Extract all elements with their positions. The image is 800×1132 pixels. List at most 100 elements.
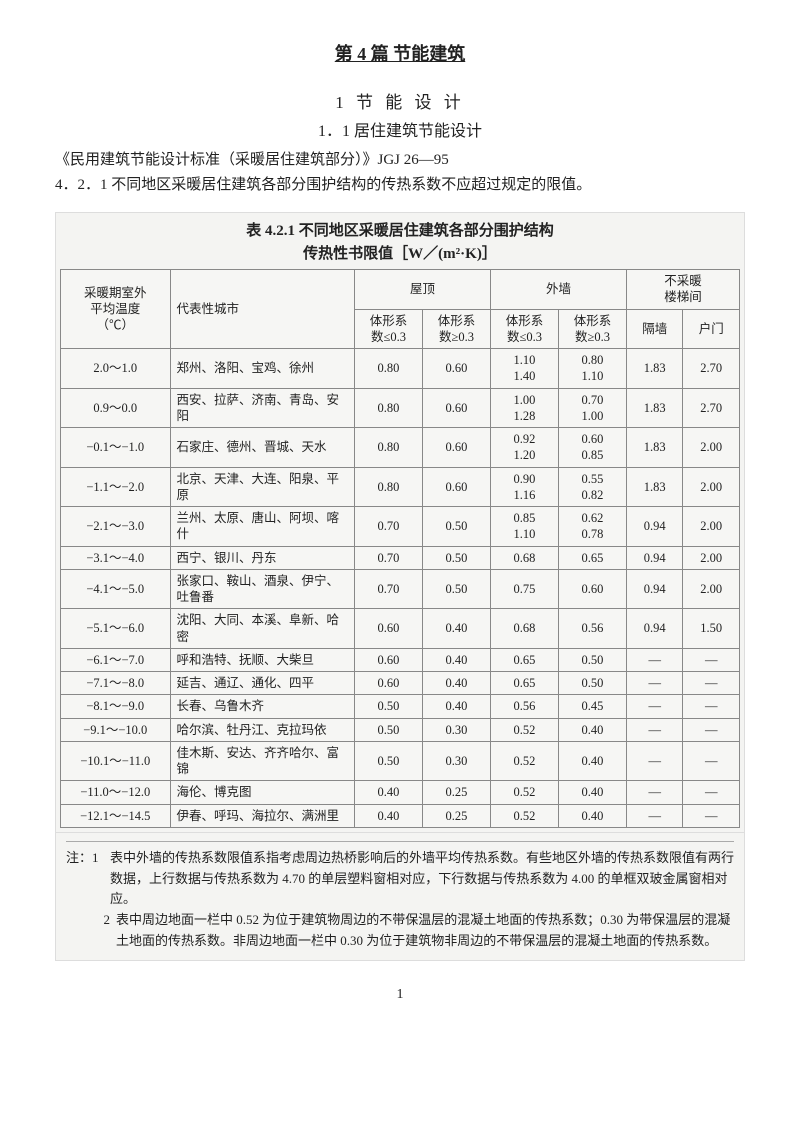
table-cell: −12.1～−14.5 — [61, 804, 171, 827]
table-title-line1: 表 4.2.1 不同地区采暖居住建筑各部分围护结构 — [60, 221, 740, 242]
table-cell: 2.00 — [683, 467, 740, 507]
table-cell: 兰州、太原、唐山、阿坝、喀什 — [170, 507, 354, 547]
table-cell: 2.70 — [683, 349, 740, 389]
table-cell: 0.80 — [354, 428, 422, 468]
table-cell: — — [683, 648, 740, 671]
table-cell: 0.50 — [558, 648, 626, 671]
table-cell: 1.50 — [683, 609, 740, 649]
note-label-2: 2 — [66, 910, 116, 952]
table-cell: 0.40 — [422, 695, 490, 718]
table-cell: 北京、天津、大连、阳泉、平原 — [170, 467, 354, 507]
table-cell: — — [683, 695, 740, 718]
table-cell: 1.83 — [626, 349, 682, 389]
table-cell: −0.1～−1.0 — [61, 428, 171, 468]
table-cell: 西宁、银川、丹东 — [170, 546, 354, 569]
table-cell: −4.1～−5.0 — [61, 569, 171, 609]
table-cell: 西安、拉萨、济南、青岛、安阳 — [170, 388, 354, 428]
table-cell: 0.60 — [422, 349, 490, 389]
table-cell: 0.94 — [626, 609, 682, 649]
table-cell: 0.50 — [422, 569, 490, 609]
table-cell: 0.60 — [422, 467, 490, 507]
table-cell: 0.40 — [422, 609, 490, 649]
table-cell: 郑州、洛阳、宝鸡、徐州 — [170, 349, 354, 389]
table-cell: 0.50 — [422, 507, 490, 547]
table-cell: 0.45 — [558, 695, 626, 718]
table-cell: 0.40 — [558, 781, 626, 804]
table-cell: 0.60 — [354, 609, 422, 649]
table-cell: 呼和浩特、抚顺、大柴旦 — [170, 648, 354, 671]
table-cell: 0.40 — [558, 718, 626, 741]
table-cell: — — [626, 804, 682, 827]
table-cell: 佳木斯、安达、齐齐哈尔、富锦 — [170, 741, 354, 781]
table-cell: 0.94 — [626, 507, 682, 547]
th-city: 代表性城市 — [170, 270, 354, 349]
table-cell: 1.00 1.28 — [490, 388, 558, 428]
table-row: −9.1～−10.0哈尔滨、牡丹江、克拉玛依0.500.300.520.40—— — [61, 718, 740, 741]
table-cell: 0.52 — [490, 741, 558, 781]
section-1-title: 1 节 能 设 计 — [55, 88, 745, 113]
table-cell: 0.80 — [354, 388, 422, 428]
table-cell: 0.60 — [354, 672, 422, 695]
table-cell: 0.60 — [354, 648, 422, 671]
table-row: 2.0～1.0郑州、洛阳、宝鸡、徐州0.800.601.10 1.400.80 … — [61, 349, 740, 389]
page-number: 1 — [55, 987, 745, 1003]
table-cell: 0.50 — [558, 672, 626, 695]
table-cell: 石家庄、德州、晋城、天水 — [170, 428, 354, 468]
table-cell: 1.83 — [626, 428, 682, 468]
table-cell: 海伦、博克图 — [170, 781, 354, 804]
section-1-1-title: 1．1 居住建筑节能设计 — [55, 117, 745, 141]
table-cell: — — [626, 695, 682, 718]
table-cell: −10.1～−11.0 — [61, 741, 171, 781]
table-cell: — — [626, 648, 682, 671]
table-cell: — — [626, 718, 682, 741]
table-cell: 0.65 — [490, 672, 558, 695]
table-cell: 0.25 — [422, 804, 490, 827]
table-cell: — — [683, 672, 740, 695]
table-cell: 1.83 — [626, 388, 682, 428]
table-row: −8.1～−9.0长春、乌鲁木齐0.500.400.560.45—— — [61, 695, 740, 718]
table-row: −5.1～−6.0沈阳、大同、本溪、阜新、哈密0.600.400.680.560… — [61, 609, 740, 649]
table-cell: 0.30 — [422, 741, 490, 781]
table-cell: 0.60 0.85 — [558, 428, 626, 468]
table-cell: 0.60 — [422, 388, 490, 428]
table-cell: 0.70 — [354, 546, 422, 569]
table-cell: 0.52 — [490, 718, 558, 741]
table-cell: 0.70 — [354, 569, 422, 609]
table-cell: 0.40 — [354, 781, 422, 804]
th-roof-le: 体形系 数≤0.3 — [354, 309, 422, 349]
table-cell: — — [626, 781, 682, 804]
table-cell: −2.1～−3.0 — [61, 507, 171, 547]
table-cell: 伊春、呼玛、海拉尔、满洲里 — [170, 804, 354, 827]
table-cell: 0.30 — [422, 718, 490, 741]
table-cell: 2.00 — [683, 507, 740, 547]
table-cell: 0.85 1.10 — [490, 507, 558, 547]
note-label-1: 注：1 — [66, 848, 110, 910]
table-cell: 0.94 — [626, 569, 682, 609]
table-cell: 0.90 1.16 — [490, 467, 558, 507]
table-cell: 0.62 0.78 — [558, 507, 626, 547]
table-cell: −11.0～−12.0 — [61, 781, 171, 804]
th-door: 户门 — [683, 309, 740, 349]
table-cell: −5.1～−6.0 — [61, 609, 171, 649]
table-cell: 0.56 — [558, 609, 626, 649]
table-row: −3.1～−4.0西宁、银川、丹东0.700.500.680.650.942.0… — [61, 546, 740, 569]
table-cell: 0.9～0.0 — [61, 388, 171, 428]
table-cell: 0.40 — [558, 741, 626, 781]
table-row: −1.1～−2.0北京、天津、大连、阳泉、平原0.800.600.90 1.16… — [61, 467, 740, 507]
table-cell: 0.68 — [490, 609, 558, 649]
table-cell: 0.25 — [422, 781, 490, 804]
table-cell: 2.70 — [683, 388, 740, 428]
table-cell: 0.40 — [422, 648, 490, 671]
table-cell: −7.1～−8.0 — [61, 672, 171, 695]
table-row: −11.0～−12.0海伦、博克图0.400.250.520.40—— — [61, 781, 740, 804]
table-cell: 0.92 1.20 — [490, 428, 558, 468]
table-row: −10.1～−11.0佳木斯、安达、齐齐哈尔、富锦0.500.300.520.4… — [61, 741, 740, 781]
table-title-line2: 传热性书限值［W／(m²·K)］ — [60, 242, 740, 263]
table-cell: 2.00 — [683, 546, 740, 569]
table-cell: 0.80 — [354, 349, 422, 389]
table-cell: 0.68 — [490, 546, 558, 569]
table-cell: — — [683, 718, 740, 741]
table-cell: 1.83 — [626, 467, 682, 507]
table-cell: 0.55 0.82 — [558, 467, 626, 507]
table-cell: 0.80 1.10 — [558, 349, 626, 389]
